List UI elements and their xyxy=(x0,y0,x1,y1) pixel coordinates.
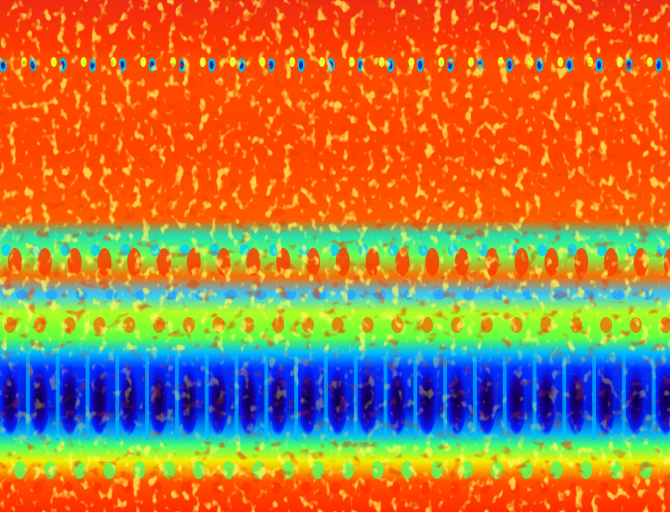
deep-band xyxy=(0,350,670,442)
